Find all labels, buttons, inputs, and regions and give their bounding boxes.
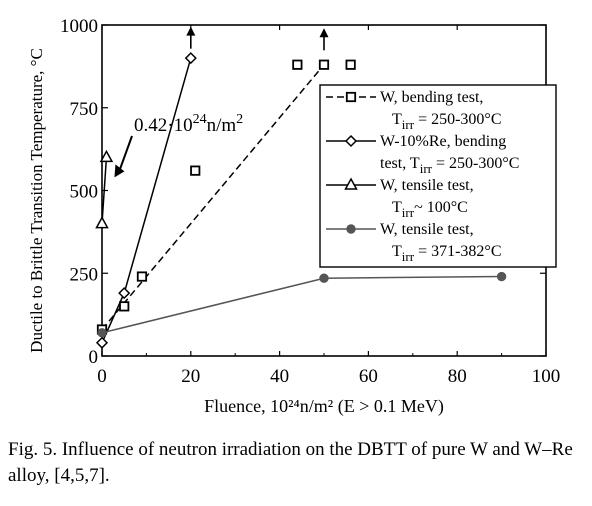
x-axis-label: Fluence, 10²⁴n/m² (E > 0.1 MeV) — [204, 396, 444, 417]
legend-label2-w_re_bending: test, Tirr = 250-300°C — [380, 155, 519, 176]
point-w_tensile_high-0 — [97, 328, 107, 338]
legend-entry-w_bending: W, bending test, Tirr = 250-300°C — [326, 89, 501, 132]
point-w_re_bending-1 — [118, 287, 131, 300]
annotation-text: 0.42·1024n/m2 — [134, 112, 243, 136]
point-w_re_bending-2 — [184, 52, 197, 65]
series-line-w_tensile_high — [101, 275, 502, 334]
y-tick-label-0: 0 — [89, 347, 99, 368]
point-w_bending-6 — [345, 59, 356, 70]
annotation-pointer — [117, 135, 133, 174]
legend-label-w_re_bending: W-10%Re, bending — [380, 133, 506, 150]
legend-label-w_bending: W, bending test, — [380, 89, 483, 106]
legend-label2-w_bending: Tirr = 250-300°C — [392, 111, 501, 132]
y-tick-label-3: 750 — [70, 99, 99, 120]
x-tick-label-4: 80 — [448, 366, 467, 387]
point-w_tensile_high-1 — [319, 273, 329, 283]
series-line-w_bending — [101, 64, 325, 331]
x-tick-label-3: 60 — [359, 366, 378, 387]
arrow-w_re_bending — [186, 26, 196, 49]
axis-labels: Fluence, 10²⁴n/m² (E > 0.1 MeV) Ductile t… — [27, 48, 444, 417]
x-tick-label-2: 40 — [270, 366, 289, 387]
x-tick-label-0: 0 — [97, 366, 107, 387]
legend-label-w_tensile_high: W, tensile test, — [380, 221, 474, 238]
point-w_re_bending-0 — [95, 336, 109, 349]
series-line-w_tensile_low — [101, 157, 108, 224]
legend-label-w_tensile_low: W, tensile test, — [380, 177, 474, 194]
point-w_bending-3 — [190, 165, 201, 176]
y-tick-label-2: 500 — [70, 182, 99, 203]
point-w_bending-4 — [292, 59, 303, 70]
point-w_bending-1 — [119, 301, 130, 312]
legend-box — [319, 84, 557, 268]
y-axis-label: Ductile to Brittle Transition Temperatur… — [27, 48, 46, 353]
legend-marker-w_bending — [345, 91, 357, 103]
x-tick-label-1: 20 — [181, 366, 200, 387]
x-tick-label-5: 100 — [532, 366, 561, 387]
series-layer: 0.42·1024n/m2 — [95, 26, 507, 349]
annotation-group: 0.42·1024n/m2 — [114, 112, 243, 178]
legend-marker-w_tensile_low — [344, 177, 358, 190]
y-tick-label-1: 250 — [70, 264, 99, 285]
series-w_tensile_high — [97, 271, 507, 338]
arrow-w_bending-head — [319, 28, 329, 38]
series-w_bending — [96, 28, 356, 335]
legend-entry-w_tensile_low: W, tensile test, Tirr~ 100°C — [326, 177, 474, 220]
figure-caption: Fig. 5. Influence of neutron irradiation… — [8, 439, 573, 486]
chart-legend: W, bending test, Tirr = 250-300°CW-10%Re,… — [319, 84, 557, 268]
series-w_re_bending — [95, 26, 197, 349]
point-w_bending-5 — [318, 59, 330, 70]
point-w_bending-2 — [136, 271, 148, 282]
y-tick-label-4: 1000 — [60, 16, 98, 37]
legend-marker-w_tensile_high — [346, 224, 356, 234]
legend-label2-w_tensile_high: Tirr = 371-382°C — [392, 243, 501, 264]
series-w_tensile_low — [95, 149, 114, 229]
series-line-w_re_bending — [101, 57, 192, 344]
legend-label2-w_tensile_low: Tirr~ 100°C — [392, 199, 468, 220]
point-w_tensile_low-1 — [99, 149, 114, 163]
legend-entry-w_re_bending: W-10%Re, bending test, Tirr = 250-300°C — [326, 133, 519, 176]
point-w_tensile_low-0 — [95, 216, 109, 229]
legend-marker-w_re_bending — [344, 134, 358, 148]
annotation-pointer-head — [114, 164, 125, 178]
legend-entry-w_tensile_high: W, tensile test, Tirr = 371-382°C — [326, 221, 501, 264]
point-w_tensile_high-2 — [496, 271, 507, 282]
arrow-w_re_bending-head — [186, 26, 196, 36]
arrow-w_bending — [319, 28, 329, 51]
